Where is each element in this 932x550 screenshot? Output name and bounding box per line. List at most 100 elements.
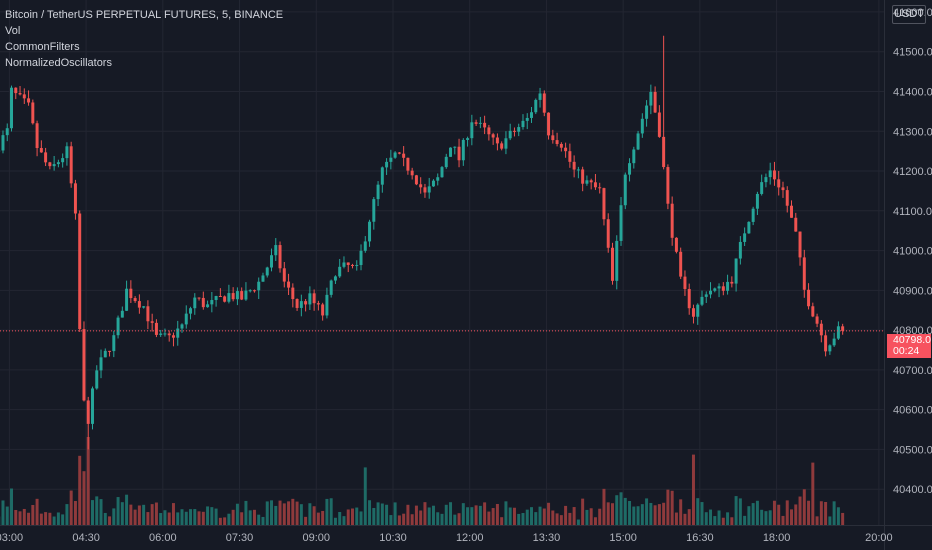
candle-body[interactable] bbox=[461, 139, 465, 161]
candle-body[interactable] bbox=[777, 179, 781, 188]
candle-body[interactable] bbox=[167, 333, 171, 336]
candle-body[interactable] bbox=[525, 117, 529, 121]
candle-body[interactable] bbox=[538, 93, 542, 100]
candle-body[interactable] bbox=[483, 122, 487, 128]
candle-body[interactable] bbox=[278, 245, 282, 269]
candle-body[interactable] bbox=[14, 87, 18, 94]
candle-body[interactable] bbox=[321, 304, 325, 316]
candle-body[interactable] bbox=[99, 357, 103, 371]
candle-body[interactable] bbox=[133, 298, 137, 302]
candle-body[interactable] bbox=[397, 152, 401, 154]
candle-body[interactable] bbox=[44, 152, 48, 163]
candle-body[interactable] bbox=[568, 151, 572, 162]
candle-body[interactable] bbox=[717, 286, 721, 289]
candle-body[interactable] bbox=[329, 280, 333, 295]
candle-body[interactable] bbox=[218, 296, 222, 298]
candle-body[interactable] bbox=[427, 186, 431, 193]
candle-body[interactable] bbox=[743, 233, 747, 242]
candle-body[interactable] bbox=[291, 287, 295, 300]
candle-body[interactable] bbox=[653, 91, 657, 113]
candle-body[interactable] bbox=[721, 286, 725, 291]
candle-body[interactable] bbox=[91, 388, 94, 424]
candle-body[interactable] bbox=[244, 290, 248, 300]
candle-body[interactable] bbox=[282, 268, 286, 282]
candle-body[interactable] bbox=[815, 316, 819, 324]
candle-body[interactable] bbox=[137, 301, 141, 308]
candle-body[interactable] bbox=[547, 112, 551, 136]
candle-body[interactable] bbox=[500, 143, 504, 149]
candle-body[interactable] bbox=[299, 301, 303, 308]
candle-body[interactable] bbox=[521, 120, 525, 128]
candle-body[interactable] bbox=[572, 161, 576, 170]
candle-body[interactable] bbox=[248, 290, 252, 292]
candle-body[interactable] bbox=[376, 184, 380, 200]
candle-body[interactable] bbox=[125, 288, 129, 311]
candle-body[interactable] bbox=[389, 157, 393, 162]
candle-body[interactable] bbox=[559, 143, 563, 148]
candle-body[interactable] bbox=[189, 308, 193, 314]
candle-body[interactable] bbox=[470, 122, 474, 139]
candle-body[interactable] bbox=[146, 306, 150, 322]
candle-body[interactable] bbox=[252, 290, 256, 292]
candle-body[interactable] bbox=[828, 345, 832, 352]
candle-body[interactable] bbox=[201, 297, 205, 308]
candle-body[interactable] bbox=[687, 288, 691, 309]
candle-body[interactable] bbox=[5, 128, 9, 136]
candle-body[interactable] bbox=[811, 306, 815, 317]
candle-body[interactable] bbox=[333, 276, 337, 281]
candle-body[interactable] bbox=[619, 205, 623, 241]
candle-body[interactable] bbox=[785, 190, 789, 206]
candle-body[interactable] bbox=[819, 323, 823, 336]
candle-body[interactable] bbox=[662, 136, 666, 168]
candle-body[interactable] bbox=[772, 170, 776, 180]
candle-body[interactable] bbox=[794, 217, 798, 232]
candle-body[interactable] bbox=[287, 281, 291, 288]
candle-body[interactable] bbox=[142, 306, 146, 308]
candle-body[interactable] bbox=[802, 257, 806, 290]
indicator-normalizedoscillators[interactable]: NormalizedOscillators bbox=[5, 57, 112, 69]
candle-body[interactable] bbox=[478, 122, 482, 124]
candle-body[interactable] bbox=[316, 303, 320, 305]
candle-body[interactable] bbox=[270, 255, 273, 268]
candle-body[interactable] bbox=[436, 177, 440, 181]
time-axis[interactable]: 03:00 04:30 06:00 07:30 09:00 10:30 12:00 13:30… bbox=[0, 532, 893, 544]
candle-body[interactable] bbox=[598, 187, 602, 189]
candle-body[interactable] bbox=[150, 321, 154, 323]
candle-body[interactable] bbox=[368, 221, 372, 242]
candle-body[interactable] bbox=[351, 264, 354, 266]
candle-body[interactable] bbox=[713, 288, 717, 291]
candle-body[interactable] bbox=[755, 193, 759, 209]
candle-body[interactable] bbox=[240, 291, 244, 300]
candle-body[interactable] bbox=[27, 98, 31, 103]
candle-body[interactable] bbox=[363, 241, 367, 251]
candle-body[interactable] bbox=[129, 288, 133, 299]
candle-body[interactable] bbox=[611, 247, 614, 281]
candle-body[interactable] bbox=[108, 350, 112, 352]
candle-body[interactable] bbox=[657, 112, 661, 137]
candle-body[interactable] bbox=[338, 266, 342, 277]
candle-body[interactable] bbox=[197, 297, 201, 299]
candle-body[interactable] bbox=[261, 275, 265, 282]
candle-body[interactable] bbox=[120, 310, 124, 318]
candle-body[interactable] bbox=[832, 338, 836, 346]
candle-body[interactable] bbox=[640, 118, 644, 134]
candle-body[interactable] bbox=[342, 262, 346, 267]
candle-body[interactable] bbox=[380, 167, 384, 185]
candle-body[interactable] bbox=[210, 300, 214, 305]
candle-body[interactable] bbox=[163, 333, 167, 335]
candle-body[interactable] bbox=[512, 130, 516, 132]
candle-body[interactable] bbox=[760, 182, 764, 194]
candle-body[interactable] bbox=[636, 133, 640, 150]
candle-body[interactable] bbox=[159, 333, 163, 335]
candle-body[interactable] bbox=[52, 164, 56, 167]
candle-body[interactable] bbox=[116, 317, 120, 336]
candle-body[interactable] bbox=[726, 281, 730, 291]
candle-body[interactable] bbox=[103, 350, 107, 358]
candle-body[interactable] bbox=[231, 293, 235, 300]
candle-body[interactable] bbox=[444, 156, 448, 168]
candle-body[interactable] bbox=[628, 163, 632, 175]
candle-body[interactable] bbox=[453, 146, 457, 148]
indicator-vol[interactable]: Vol bbox=[5, 25, 21, 37]
candle-body[interactable] bbox=[790, 205, 793, 218]
candle-body[interactable] bbox=[517, 127, 521, 132]
